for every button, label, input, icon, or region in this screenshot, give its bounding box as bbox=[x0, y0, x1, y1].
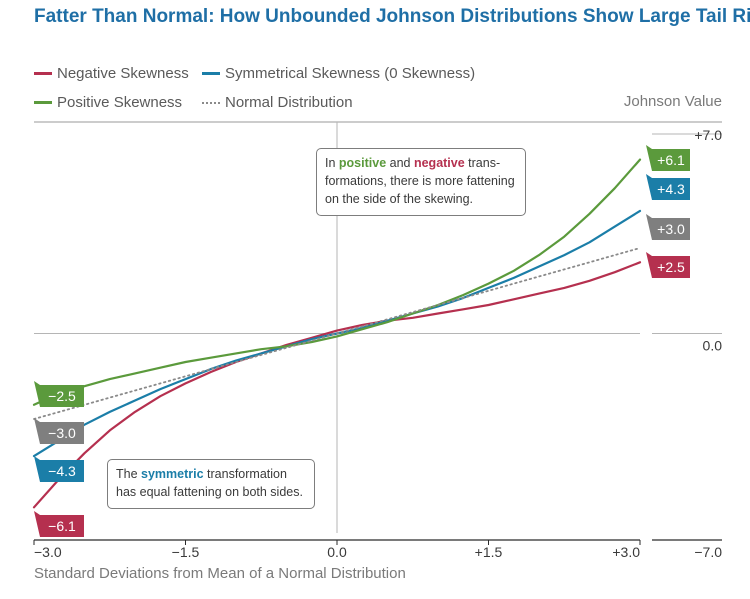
end-label-right-symmetric: +4.3 bbox=[657, 181, 685, 197]
annotation-bottom-text-2: transformation bbox=[203, 467, 287, 481]
chart-tick-labels: −3.0 −1.5 0.0 +1.5 +3.0 +7.0 0.0 −7.0 bbox=[34, 127, 722, 560]
end-label-left-normal: −3.0 bbox=[48, 425, 76, 441]
legend-swatch-symmetric bbox=[202, 72, 220, 75]
annotation-bottom-text-1: The bbox=[116, 467, 142, 481]
annotation-bottom: The symmetric transformation has equal f… bbox=[107, 459, 315, 509]
end-label-right-positive-tag bbox=[646, 145, 690, 171]
end-label-left-positive-tag bbox=[34, 381, 84, 407]
legend-item-positive: Positive Skewness bbox=[34, 94, 182, 111]
annotation-top-text-1: In bbox=[325, 156, 339, 170]
series-line-normal bbox=[33, 247, 641, 420]
legend-label-normal: Normal Distribution bbox=[225, 94, 353, 111]
y-tick-label: 0.0 bbox=[703, 338, 723, 354]
legend-swatch-positive bbox=[34, 101, 52, 104]
annotation-bottom-symmetric: symmetric bbox=[141, 467, 204, 481]
x-tick-label: −3.0 bbox=[34, 544, 62, 560]
legend-label-negative: Negative Skewness bbox=[57, 65, 189, 82]
end-label-left-normal-tag bbox=[34, 418, 84, 444]
x-tick-label: −1.5 bbox=[172, 544, 200, 560]
chart-title: Fatter Than Normal: How Unbounded Johnso… bbox=[34, 6, 750, 27]
series-line-positive bbox=[32, 158, 642, 406]
annotation-bottom-line-2: has equal fattening on both sides. bbox=[116, 485, 303, 499]
end-label-left-positive: −2.5 bbox=[48, 388, 76, 404]
end-label-left-symmetric-tag bbox=[34, 456, 84, 482]
end-label-right-negative: +2.5 bbox=[657, 259, 685, 275]
y-tick-label: −7.0 bbox=[694, 544, 722, 560]
end-label-left-negative: −6.1 bbox=[48, 518, 76, 534]
annotation-top-positive: positive bbox=[338, 156, 387, 170]
x-tick-label: 0.0 bbox=[327, 544, 347, 560]
end-label-left-symmetric: −4.3 bbox=[48, 463, 76, 479]
legend-item-negative: Negative Skewness bbox=[34, 65, 189, 82]
y-tick-label: +7.0 bbox=[694, 127, 722, 143]
end-label-right-symmetric-tag bbox=[646, 174, 690, 200]
end-label-right-normal: +3.0 bbox=[657, 221, 685, 237]
legend-label-positive: Positive Skewness bbox=[57, 94, 183, 111]
annotation-top-text-3: trans- bbox=[464, 156, 501, 170]
x-tick-label: +1.5 bbox=[475, 544, 503, 560]
x-tick-label: +3.0 bbox=[612, 544, 640, 560]
end-label-right-normal-tag bbox=[646, 214, 690, 240]
x-axis-title: Standard Deviations from Mean of a Norma… bbox=[34, 565, 406, 582]
end-label-left-negative-tag bbox=[34, 511, 84, 537]
chart-series bbox=[32, 158, 642, 509]
annotation-top-line-3: on the side of the skewing. bbox=[325, 192, 474, 206]
annotation-top-negative: negative bbox=[413, 156, 465, 170]
annotation-top-text-2: and bbox=[386, 156, 414, 170]
annotation-top: In positive and negative trans- formatio… bbox=[316, 148, 526, 216]
annotation-top-line-2: formations, there is more fattening bbox=[325, 174, 515, 188]
legend-item-symmetric: Symmetrical Skewness (0 Skewness) bbox=[202, 65, 475, 82]
series-line-negative bbox=[32, 261, 642, 509]
end-label-right-positive: +6.1 bbox=[657, 152, 685, 168]
end-label-right-negative-tag bbox=[646, 252, 690, 278]
legend-swatch-negative bbox=[34, 72, 52, 75]
legend-label-symmetric: Symmetrical Skewness (0 Skewness) bbox=[225, 65, 476, 82]
y-axis-title: Johnson Value bbox=[623, 93, 722, 110]
legend-item-normal: Normal Distribution bbox=[202, 94, 353, 111]
chart-end-labels: −6.1 +2.5 −4.3 +4.3 −2.5 +6.1 −3.0 +3.0 bbox=[34, 145, 690, 537]
legend-swatch-normal bbox=[202, 101, 220, 104]
